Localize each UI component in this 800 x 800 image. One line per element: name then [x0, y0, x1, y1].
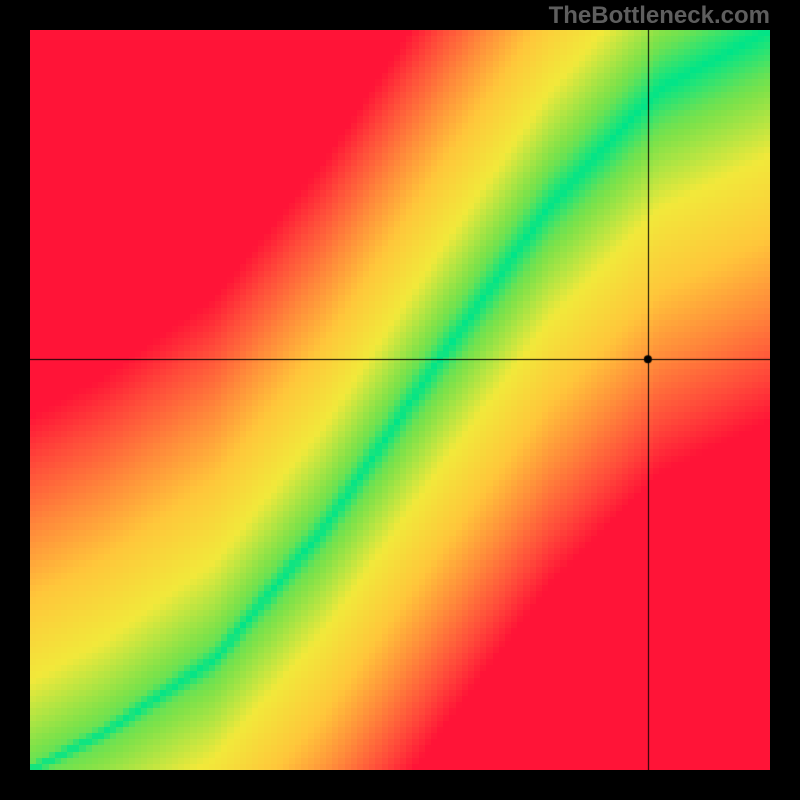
- bottleneck-heatmap: [30, 30, 770, 770]
- watermark-text: TheBottleneck.com: [549, 2, 770, 30]
- chart-container: TheBottleneck.com: [0, 0, 800, 800]
